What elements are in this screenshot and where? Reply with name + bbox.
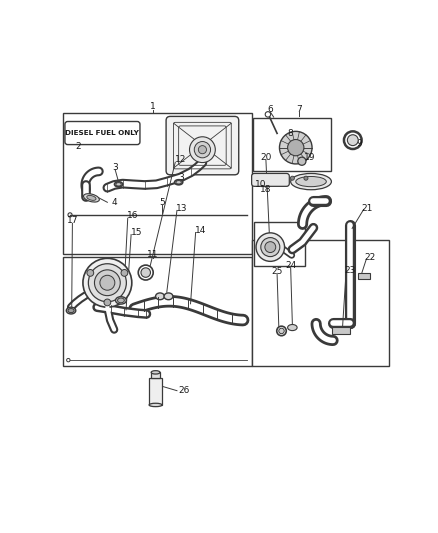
Ellipse shape: [296, 176, 326, 187]
Circle shape: [265, 111, 271, 117]
Text: 12: 12: [175, 155, 186, 164]
Bar: [63, 257, 251, 366]
Text: 6: 6: [268, 105, 273, 114]
Circle shape: [88, 264, 127, 302]
Circle shape: [290, 176, 294, 180]
Circle shape: [104, 299, 111, 306]
Circle shape: [344, 131, 362, 149]
Circle shape: [256, 233, 285, 261]
Text: 2: 2: [75, 142, 81, 151]
Ellipse shape: [116, 183, 121, 186]
Text: 8: 8: [288, 129, 293, 138]
Text: 18: 18: [259, 185, 271, 194]
Circle shape: [121, 270, 128, 276]
Ellipse shape: [114, 182, 123, 187]
Text: 19: 19: [304, 152, 315, 161]
Bar: [253, 118, 332, 171]
Circle shape: [279, 328, 284, 334]
Text: 15: 15: [131, 228, 142, 237]
Circle shape: [277, 326, 286, 336]
Circle shape: [68, 213, 72, 217]
Circle shape: [190, 137, 215, 163]
Ellipse shape: [149, 403, 162, 407]
Bar: [254, 222, 305, 266]
Circle shape: [298, 157, 306, 165]
Ellipse shape: [68, 309, 74, 313]
FancyBboxPatch shape: [166, 116, 239, 175]
Ellipse shape: [175, 180, 183, 185]
Text: 1: 1: [150, 102, 156, 111]
Text: 9: 9: [357, 139, 363, 148]
FancyBboxPatch shape: [65, 122, 140, 144]
Text: 14: 14: [195, 227, 206, 235]
Bar: [357, 273, 371, 279]
Text: 11: 11: [148, 251, 159, 260]
Text: 21: 21: [361, 204, 373, 213]
Ellipse shape: [288, 325, 297, 330]
Ellipse shape: [117, 298, 124, 303]
Text: 13: 13: [176, 204, 188, 213]
Ellipse shape: [155, 293, 164, 300]
Circle shape: [288, 140, 304, 156]
Circle shape: [100, 275, 115, 290]
Circle shape: [304, 176, 308, 180]
Ellipse shape: [164, 293, 173, 300]
Text: 24: 24: [285, 261, 296, 270]
Text: 3: 3: [112, 163, 118, 172]
Circle shape: [194, 142, 211, 158]
Text: 26: 26: [178, 386, 189, 395]
Bar: [151, 373, 160, 378]
Text: 22: 22: [365, 253, 376, 262]
Text: 7: 7: [296, 105, 302, 114]
Ellipse shape: [84, 193, 99, 202]
Circle shape: [95, 270, 120, 296]
Text: 20: 20: [260, 152, 272, 161]
Bar: [149, 378, 162, 405]
Text: 17: 17: [67, 216, 78, 225]
Circle shape: [138, 265, 153, 280]
Bar: [63, 113, 251, 254]
Ellipse shape: [66, 307, 76, 314]
Text: 4: 4: [111, 198, 117, 207]
Ellipse shape: [176, 181, 181, 184]
Bar: [251, 240, 389, 366]
Text: 25: 25: [272, 268, 283, 277]
Bar: [332, 327, 350, 334]
Circle shape: [83, 259, 132, 307]
Text: DIESEL FUEL ONLY: DIESEL FUEL ONLY: [65, 130, 139, 136]
FancyBboxPatch shape: [251, 173, 290, 187]
Ellipse shape: [291, 173, 332, 190]
Ellipse shape: [151, 370, 160, 374]
Circle shape: [67, 358, 70, 362]
Circle shape: [198, 146, 206, 154]
Text: 5: 5: [159, 198, 165, 207]
Circle shape: [347, 135, 358, 146]
Circle shape: [87, 270, 94, 276]
Circle shape: [265, 241, 276, 253]
Text: 16: 16: [127, 212, 138, 220]
Circle shape: [261, 238, 280, 256]
Text: 23: 23: [344, 266, 356, 276]
Text: 3: 3: [178, 173, 184, 182]
Ellipse shape: [87, 196, 96, 200]
Circle shape: [279, 131, 312, 164]
Ellipse shape: [116, 297, 127, 304]
Text: 10: 10: [255, 180, 267, 189]
Circle shape: [141, 268, 151, 277]
